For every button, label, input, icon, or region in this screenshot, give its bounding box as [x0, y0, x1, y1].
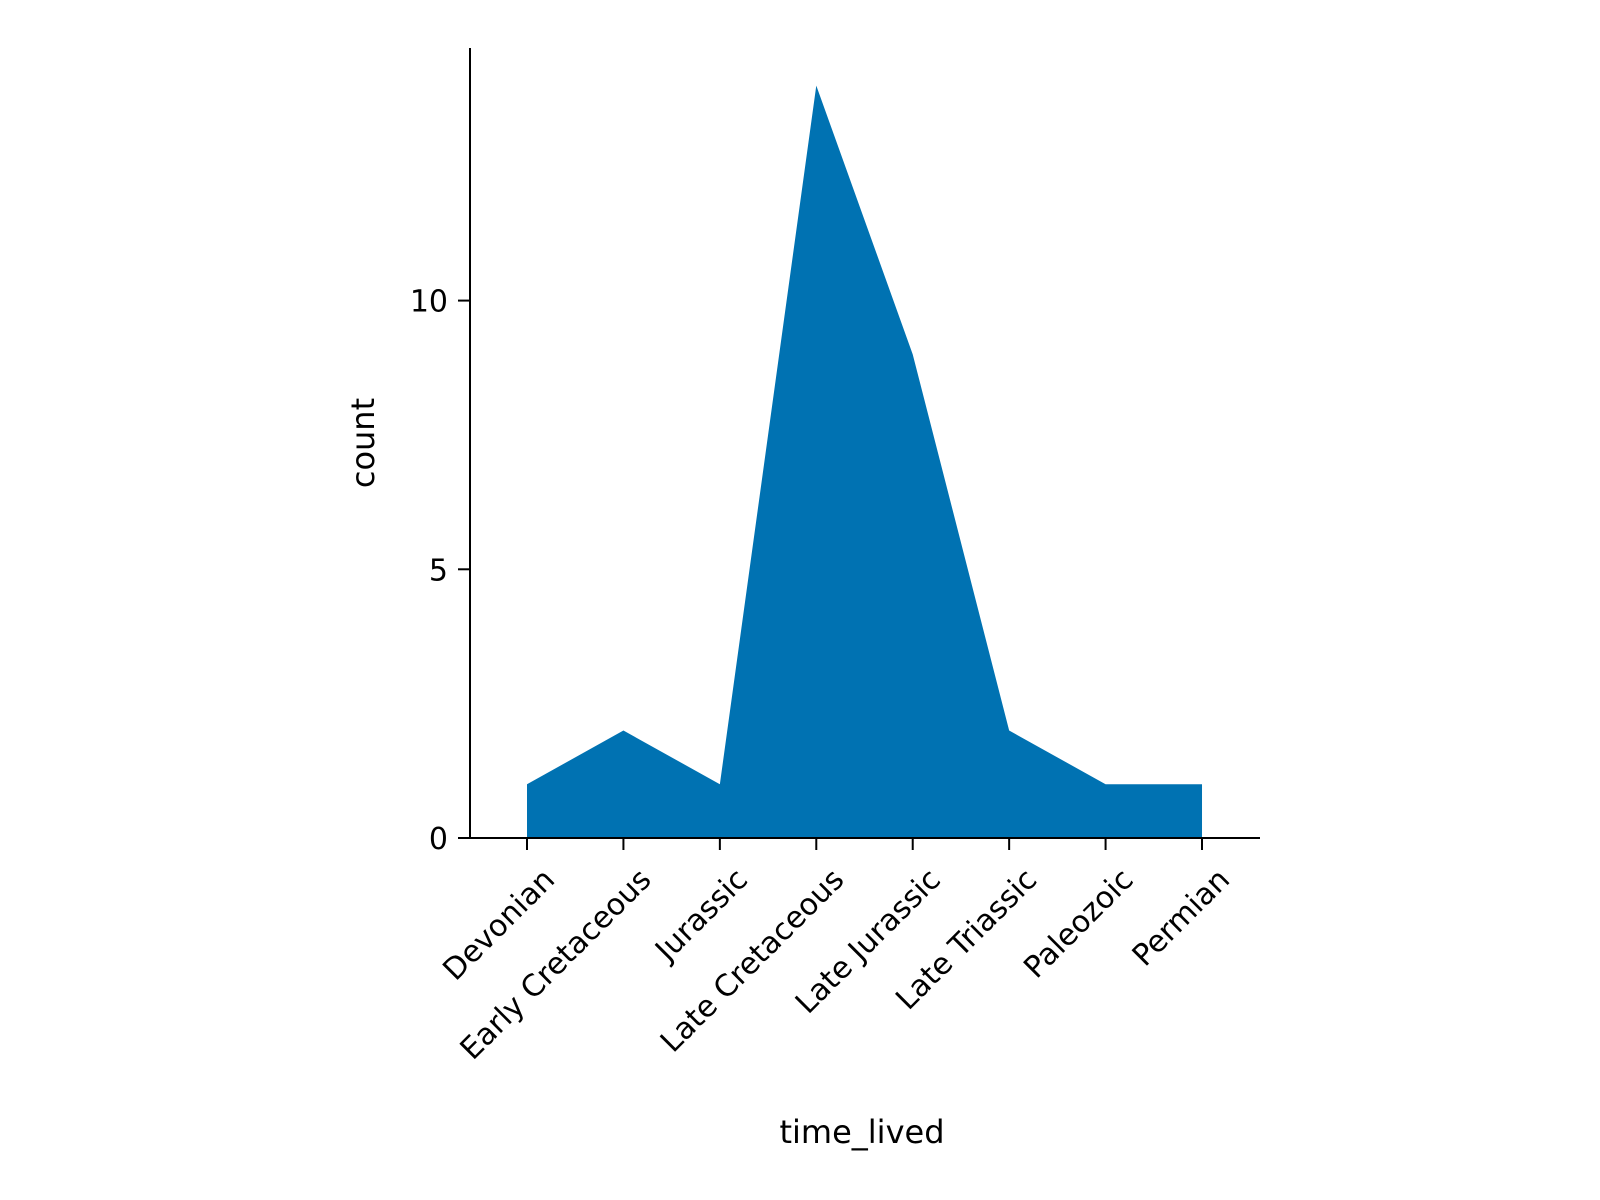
x-tick-label: Late Cretaceous — [654, 862, 851, 1059]
y-tick-label: 5 — [429, 553, 448, 588]
area-layer — [527, 85, 1203, 839]
x-tick-label: Permian — [1126, 862, 1237, 973]
axes-layer — [469, 48, 1260, 839]
x-axis-title: time_lived — [779, 1113, 944, 1151]
y-ticks: 0 5 10 — [410, 285, 470, 857]
x-tick-label: Early Cretaceous — [454, 862, 659, 1067]
y-tick-label: 10 — [410, 285, 448, 320]
y-tick-label: 0 — [429, 822, 448, 857]
y-axis-title: count — [344, 398, 382, 488]
area-series — [527, 85, 1203, 839]
